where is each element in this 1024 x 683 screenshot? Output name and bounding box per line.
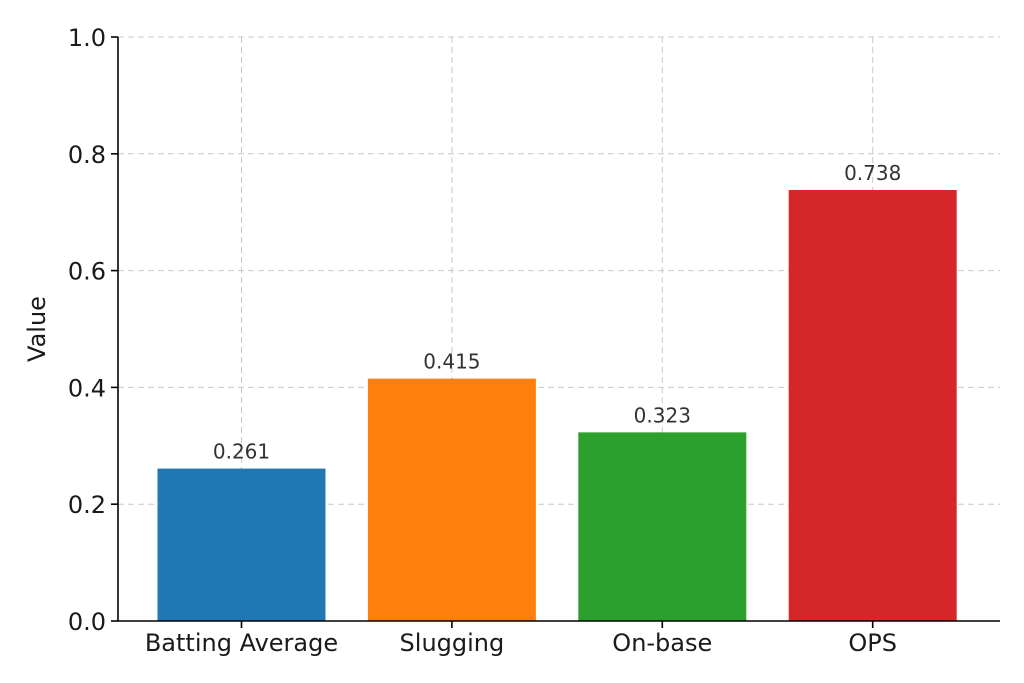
x-tick-label: On-base [612, 629, 712, 657]
y-tick-label: 0.2 [68, 491, 106, 519]
data-labels: 0.261 0.415 0.323 0.738 [213, 161, 901, 464]
y-tick-label: 0.6 [68, 258, 106, 286]
y-tick-label: 0.0 [68, 608, 106, 636]
bars [157, 190, 957, 621]
bar [788, 190, 957, 621]
bar [157, 468, 326, 621]
bar-value-label: 0.323 [634, 403, 691, 427]
y-axis-label: Value [23, 296, 51, 362]
y-tick-label: 1.0 [68, 24, 106, 52]
bar-value-label: 0.415 [423, 350, 480, 374]
x-tick-label: Batting Average [145, 629, 338, 657]
y-tick-label: 0.8 [68, 141, 106, 169]
bar [578, 432, 747, 621]
axes [117, 37, 1000, 622]
bar [367, 378, 536, 621]
bar-value-label: 0.738 [844, 161, 901, 185]
x-tick-label: Slugging [400, 629, 505, 657]
bar-value-label: 0.261 [213, 440, 270, 464]
y-tick-label: 0.4 [68, 374, 106, 402]
ticks: 0.0 0.2 0.4 0.6 0.8 1.0 Batting Average Sluggin… [68, 24, 897, 657]
x-tick-label: OPS [848, 629, 897, 657]
